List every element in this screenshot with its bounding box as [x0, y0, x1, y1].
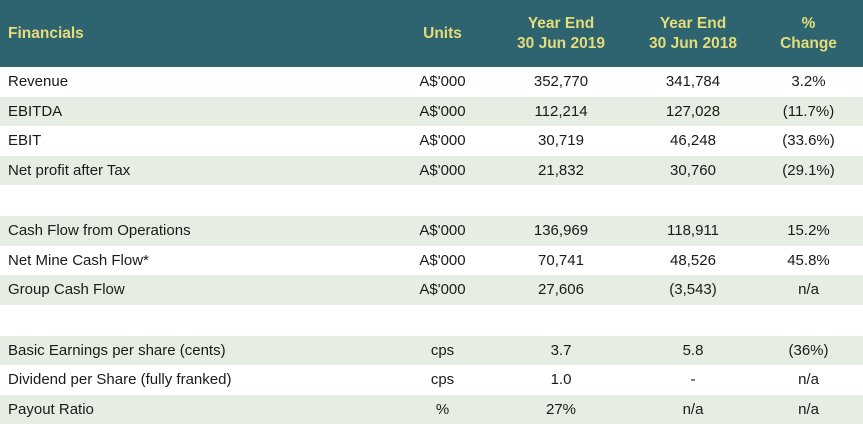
- table-row: Group Cash Flow A$'000 27,606 (3,543) n/…: [0, 275, 863, 305]
- header-year-2018: Year End 30 Jun 2018: [632, 14, 754, 54]
- row-units: A$'000: [395, 252, 490, 269]
- header-2019-line2: 30 Jun 2019: [490, 34, 632, 54]
- row-value-2018: n/a: [632, 401, 754, 418]
- header-units: Units: [395, 25, 490, 43]
- table-row: Dividend per Share (fully franked) cps 1…: [0, 365, 863, 395]
- row-label: Dividend per Share (fully franked): [0, 371, 395, 388]
- row-change: 15.2%: [754, 222, 863, 239]
- header-change: % Change: [754, 14, 863, 54]
- row-units: cps: [395, 342, 490, 359]
- row-value-2018: 30,760: [632, 162, 754, 179]
- row-units: A$'000: [395, 162, 490, 179]
- row-label: Payout Ratio: [0, 401, 395, 418]
- row-value-2018: 341,784: [632, 73, 754, 90]
- row-units: A$'000: [395, 73, 490, 90]
- row-value-2019: 27,606: [490, 281, 632, 298]
- table-row: Net Mine Cash Flow* A$'000 70,741 48,526…: [0, 246, 863, 276]
- table-row: EBITDA A$'000 112,214 127,028 (11.7%): [0, 97, 863, 127]
- row-label: Net Mine Cash Flow*: [0, 252, 395, 269]
- row-change: n/a: [754, 281, 863, 298]
- row-label: Cash Flow from Operations: [0, 222, 395, 239]
- table-row: EBIT A$'000 30,719 46,248 (33.6%): [0, 126, 863, 156]
- spacer-row: [0, 305, 863, 336]
- row-label: Revenue: [0, 73, 395, 90]
- row-units: A$'000: [395, 281, 490, 298]
- header-2018-line1: Year End: [632, 14, 754, 34]
- row-label: Group Cash Flow: [0, 281, 395, 298]
- row-value-2019: 21,832: [490, 162, 632, 179]
- row-change: (36%): [754, 342, 863, 359]
- header-2019-line1: Year End: [490, 14, 632, 34]
- row-value-2018: (3,543): [632, 281, 754, 298]
- row-label: EBITDA: [0, 103, 395, 120]
- header-change-line2: Change: [754, 34, 863, 54]
- row-units: %: [395, 401, 490, 418]
- spacer-row: [0, 185, 863, 216]
- row-value-2018: -: [632, 371, 754, 388]
- row-change: n/a: [754, 401, 863, 418]
- table-row: Revenue A$'000 352,770 341,784 3.2%: [0, 67, 863, 97]
- row-change: n/a: [754, 371, 863, 388]
- row-change: (33.6%): [754, 132, 863, 149]
- row-value-2018: 46,248: [632, 132, 754, 149]
- row-value-2018: 118,911: [632, 222, 754, 239]
- header-change-line1: %: [754, 14, 863, 34]
- table-header: Financials Units Year End 30 Jun 2019 Ye…: [0, 0, 863, 67]
- row-value-2019: 3.7: [490, 342, 632, 359]
- row-label: Basic Earnings per share (cents): [0, 342, 395, 359]
- row-value-2018: 48,526: [632, 252, 754, 269]
- table-row: Payout Ratio % 27% n/a n/a: [0, 395, 863, 424]
- header-year-2019: Year End 30 Jun 2019: [490, 14, 632, 54]
- row-value-2019: 112,214: [490, 103, 632, 120]
- row-label: Net profit after Tax: [0, 162, 395, 179]
- row-units: cps: [395, 371, 490, 388]
- row-value-2019: 352,770: [490, 73, 632, 90]
- row-change: 3.2%: [754, 73, 863, 90]
- row-value-2019: 30,719: [490, 132, 632, 149]
- row-units: A$'000: [395, 222, 490, 239]
- header-financials: Financials: [0, 25, 395, 43]
- row-value-2019: 27%: [490, 401, 632, 418]
- header-2018-line2: 30 Jun 2018: [632, 34, 754, 54]
- row-value-2019: 136,969: [490, 222, 632, 239]
- row-change: (29.1%): [754, 162, 863, 179]
- table-row: Cash Flow from Operations A$'000 136,969…: [0, 216, 863, 246]
- row-change: 45.8%: [754, 252, 863, 269]
- row-value-2018: 5.8: [632, 342, 754, 359]
- row-change: (11.7%): [754, 103, 863, 120]
- table-row: Basic Earnings per share (cents) cps 3.7…: [0, 336, 863, 366]
- table-row: Net profit after Tax A$'000 21,832 30,76…: [0, 156, 863, 186]
- row-value-2019: 1.0: [490, 371, 632, 388]
- row-units: A$'000: [395, 103, 490, 120]
- row-value-2018: 127,028: [632, 103, 754, 120]
- row-units: A$'000: [395, 132, 490, 149]
- row-label: EBIT: [0, 132, 395, 149]
- row-value-2019: 70,741: [490, 252, 632, 269]
